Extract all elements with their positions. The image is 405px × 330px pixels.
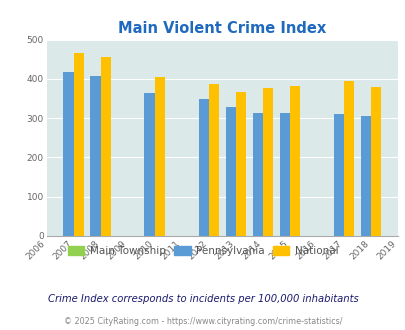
Bar [144,93,154,236]
Bar [262,88,273,236]
Bar [198,99,208,236]
Bar [289,85,299,236]
Text: © 2025 CityRating.com - https://www.cityrating.com/crime-statistics/: © 2025 CityRating.com - https://www.city… [64,317,341,326]
Bar [279,113,289,236]
Bar [100,57,111,236]
Bar [235,92,245,236]
Bar [90,76,100,236]
Legend: Main Township, Pennsylvania, National: Main Township, Pennsylvania, National [64,242,341,260]
Bar [74,52,84,236]
Bar [63,72,74,236]
Text: Crime Index corresponds to incidents per 100,000 inhabitants: Crime Index corresponds to incidents per… [47,294,358,304]
Bar [208,84,219,236]
Title: Main Violent Crime Index: Main Violent Crime Index [118,21,326,36]
Bar [154,77,164,236]
Bar [370,87,380,236]
Bar [252,113,262,236]
Bar [343,81,353,236]
Bar [360,116,370,236]
Bar [225,107,235,236]
Bar [333,114,343,236]
